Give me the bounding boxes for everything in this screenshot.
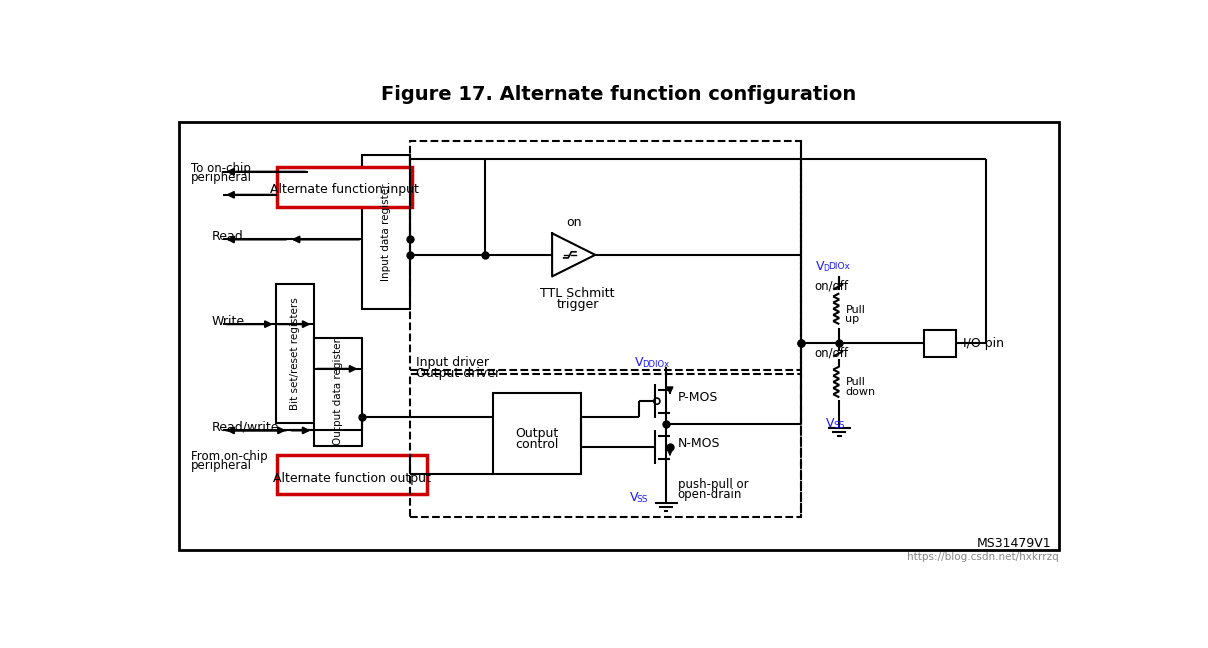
Text: To on-chip: To on-chip (191, 162, 251, 175)
Bar (410, 374, 801, 516)
Text: Write: Write (211, 314, 245, 328)
Text: Output: Output (515, 427, 558, 440)
Text: P-MOS: P-MOS (678, 391, 718, 404)
Text: Bit set/reset registers: Bit set/reset registers (290, 297, 300, 410)
Text: DDIOx: DDIOx (643, 360, 669, 369)
Text: https://blog.csdn.net/hxkrrzq: https://blog.csdn.net/hxkrrzq (907, 551, 1058, 562)
Text: down: down (846, 387, 876, 397)
Text: Read/write: Read/write (211, 421, 279, 434)
Text: push-pull or: push-pull or (678, 478, 748, 491)
Text: Output data register: Output data register (333, 338, 343, 445)
Text: peripheral: peripheral (191, 459, 252, 472)
Bar (924, 330, 957, 357)
Text: SS: SS (834, 421, 844, 430)
Text: up: up (846, 314, 860, 324)
Text: on/off: on/off (814, 279, 848, 292)
Text: Alternate function output: Alternate function output (273, 472, 431, 485)
Bar (275, 284, 314, 422)
Text: Input driver: Input driver (416, 356, 489, 369)
Text: From on-chip: From on-chip (191, 450, 268, 463)
Text: V: V (826, 417, 835, 430)
Text: Alternate function input: Alternate function input (269, 183, 419, 196)
Text: I/O pin: I/O pin (963, 337, 1004, 350)
Text: Input data register: Input data register (381, 183, 391, 281)
Text: Pull: Pull (846, 305, 865, 316)
Text: control: control (515, 438, 558, 451)
Text: V: V (635, 356, 644, 369)
Text: Figure 17. Alternate function configuration: Figure 17. Alternate function configurat… (382, 85, 856, 104)
Text: open-drain: open-drain (678, 488, 742, 501)
Text: N-MOS: N-MOS (678, 437, 720, 450)
Bar (179, 122, 1058, 550)
Text: D: D (823, 264, 829, 273)
Text: on: on (565, 216, 581, 229)
Text: Output driver: Output driver (416, 367, 500, 380)
Bar (277, 167, 412, 207)
Circle shape (654, 398, 660, 404)
Text: on/off: on/off (814, 346, 848, 359)
Text: Pull: Pull (846, 377, 865, 387)
Text: Read: Read (211, 230, 244, 243)
Bar (277, 455, 428, 494)
Text: DIOx: DIOx (827, 262, 849, 271)
Text: MS31479V1: MS31479V1 (976, 537, 1051, 550)
Bar (410, 141, 801, 371)
Text: TTL Schmitt: TTL Schmitt (540, 287, 615, 300)
Bar (493, 393, 581, 474)
Text: peripheral: peripheral (191, 171, 252, 185)
Text: trigger: trigger (557, 297, 599, 310)
Text: SS: SS (637, 495, 649, 504)
Bar (362, 155, 410, 308)
Text: V: V (629, 491, 638, 504)
Text: V: V (817, 260, 825, 273)
Bar (314, 338, 362, 446)
